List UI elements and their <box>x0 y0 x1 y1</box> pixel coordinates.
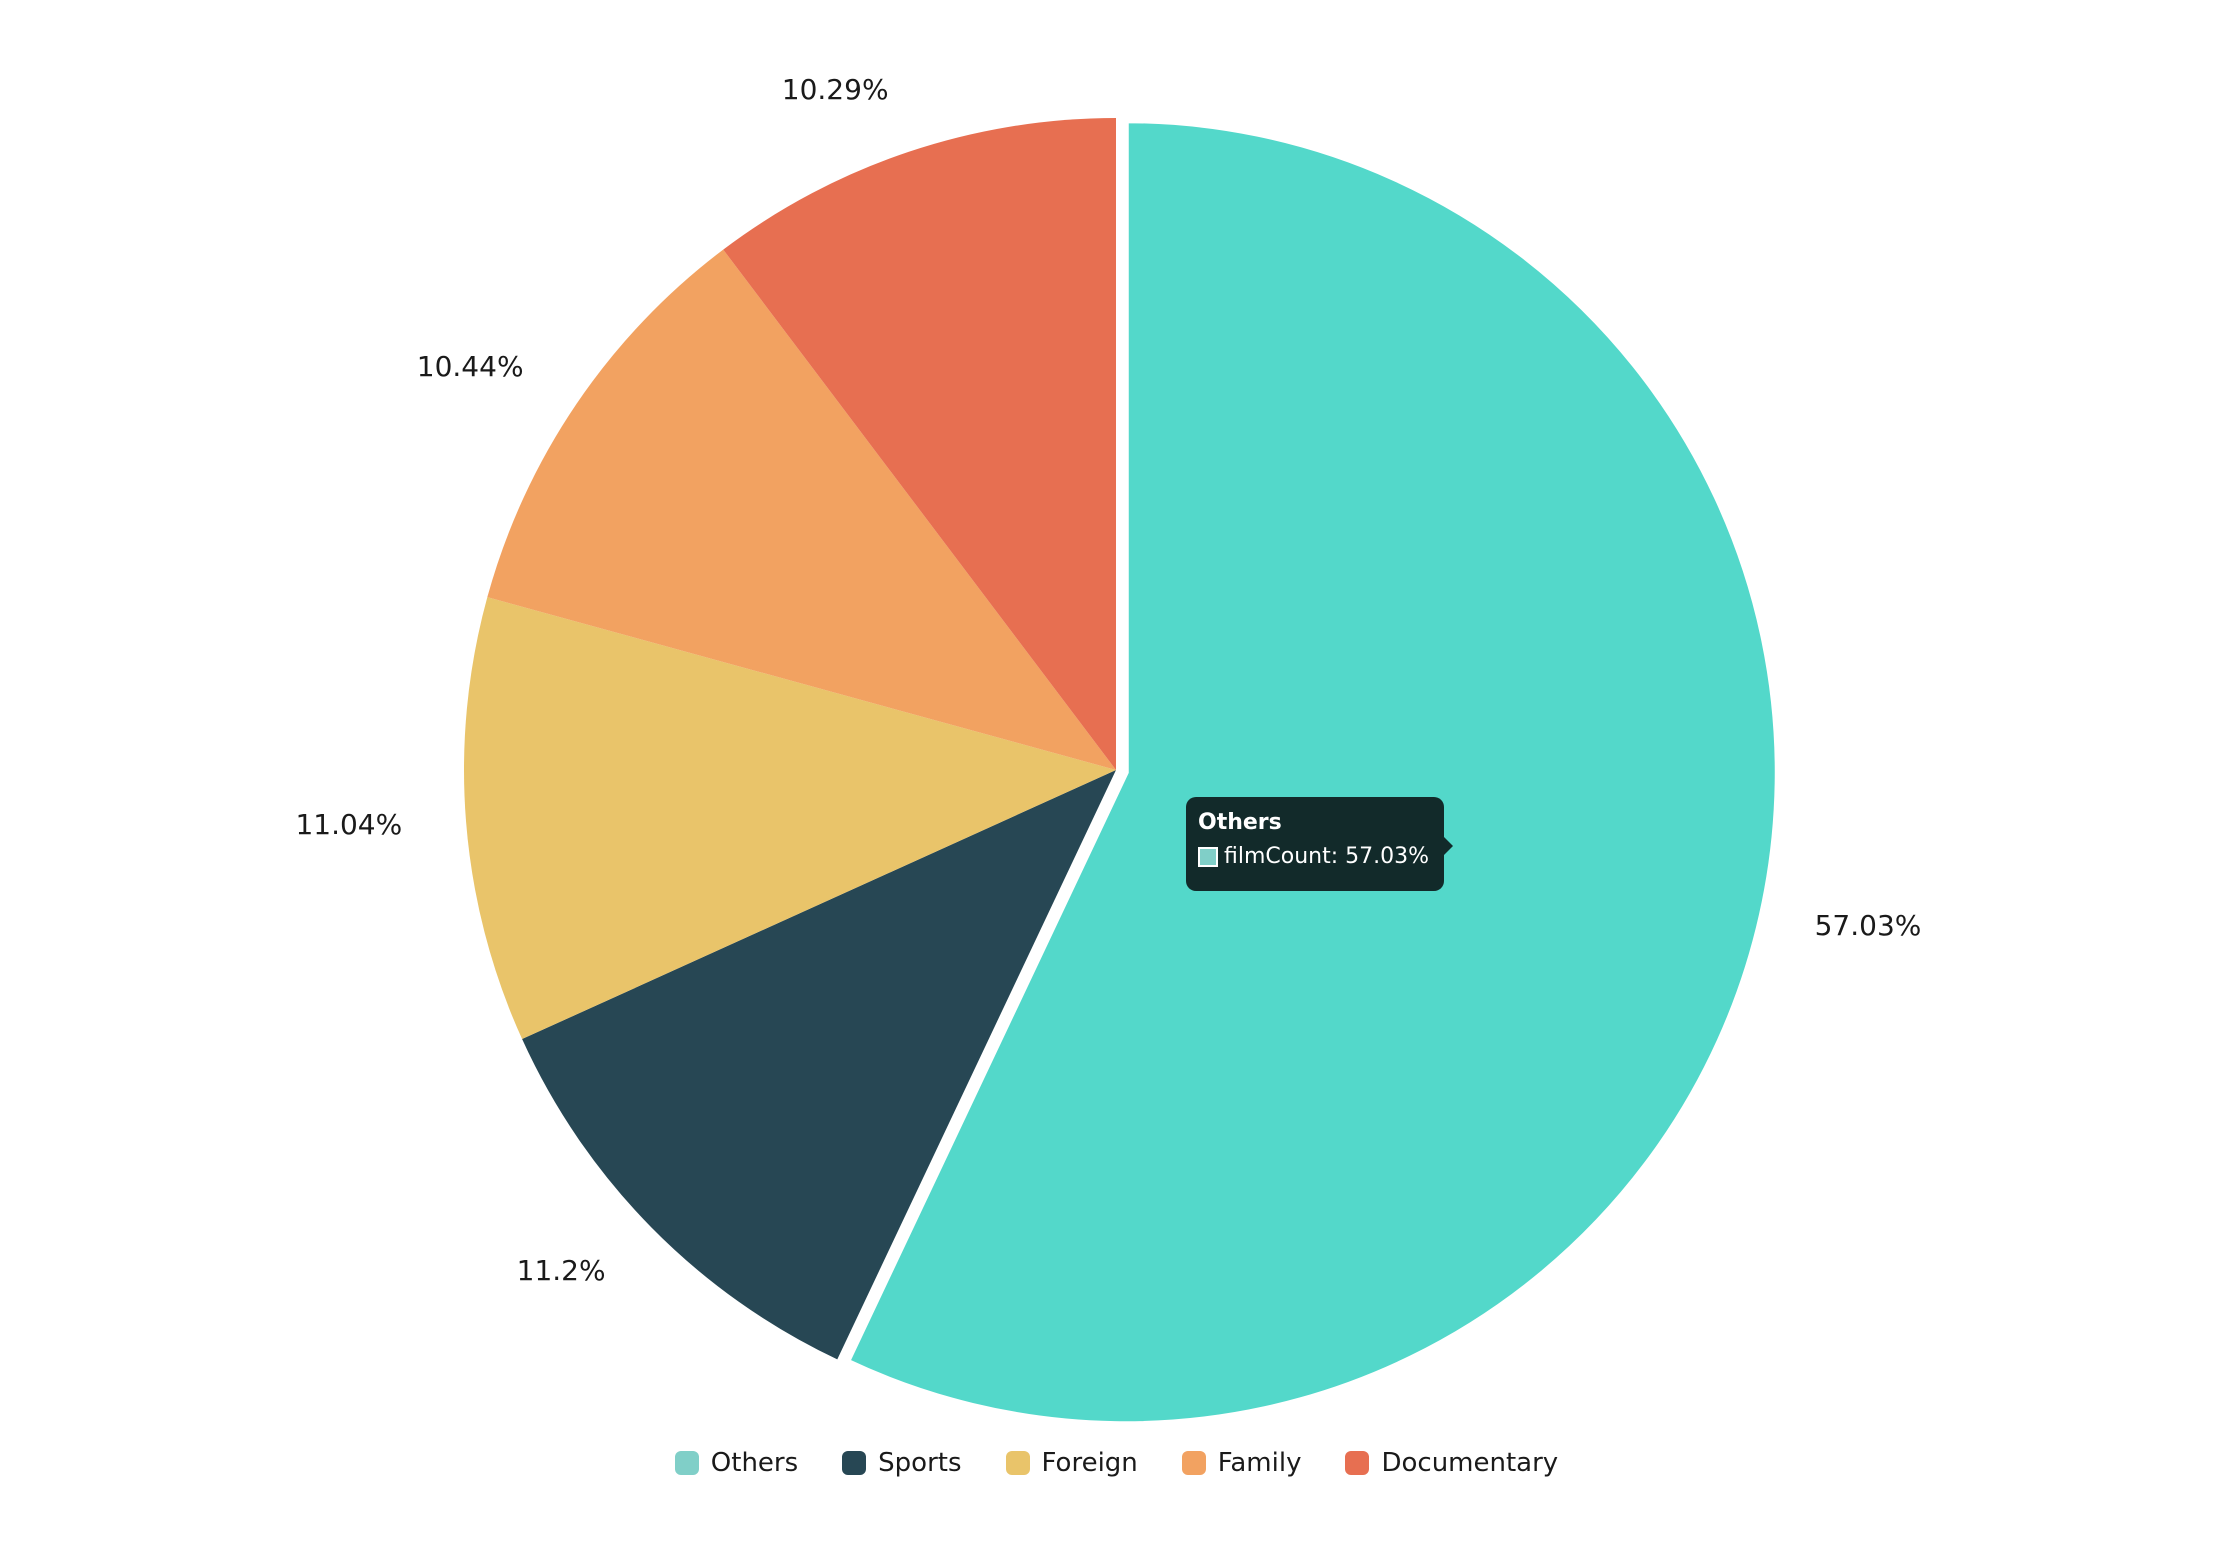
slice-label-foreign: 11.04% <box>295 808 402 841</box>
slice-label-documentary: 10.29% <box>782 73 889 106</box>
legend-swatch-foreign <box>1005 1451 1030 1475</box>
chart-legend: Others Sports Foreign Family Documentary <box>0 1448 2233 1478</box>
legend-label-others: Others <box>710 1448 799 1478</box>
legend-swatch-others <box>674 1451 699 1475</box>
legend-label-sports: Sports <box>878 1448 962 1478</box>
legend-swatch-documentary <box>1345 1451 1370 1475</box>
chart-tooltip: Others filmCount: 57.03% <box>1186 797 1453 891</box>
slice-label-sports: 11.2% <box>517 1254 606 1287</box>
legend-label-foreign: Foreign <box>1041 1448 1138 1478</box>
pie-slice-documentary[interactable] <box>723 118 1116 770</box>
pie-slice-foreign[interactable] <box>463 597 1116 1040</box>
legend-item-sports[interactable]: Sports <box>842 1448 962 1478</box>
legend-item-family[interactable]: Family <box>1181 1448 1302 1478</box>
legend-swatch-family <box>1181 1451 1206 1475</box>
legend-label-documentary: Documentary <box>1381 1448 1559 1478</box>
legend-item-documentary[interactable]: Documentary <box>1345 1448 1558 1478</box>
tooltip-title: Others <box>1198 810 1282 835</box>
pie-slice-others[interactable] <box>843 117 1781 1428</box>
tooltip-swatch <box>1198 847 1218 867</box>
pie-slice-family[interactable] <box>487 249 1116 770</box>
legend-item-foreign[interactable]: Foreign <box>1005 1448 1138 1478</box>
slice-label-others: 57.03% <box>1815 909 1922 942</box>
legend-label-family: Family <box>1217 1448 1302 1478</box>
tooltip-row: filmCount: 57.03% <box>1198 843 1432 871</box>
legend-item-others[interactable]: Others <box>674 1448 799 1478</box>
legend-swatch-sports <box>842 1451 867 1475</box>
pie-slice-sports[interactable] <box>522 770 1116 1360</box>
slice-label-family: 10.44% <box>417 350 524 383</box>
tooltip-text: filmCount: 57.03% <box>1224 844 1430 869</box>
